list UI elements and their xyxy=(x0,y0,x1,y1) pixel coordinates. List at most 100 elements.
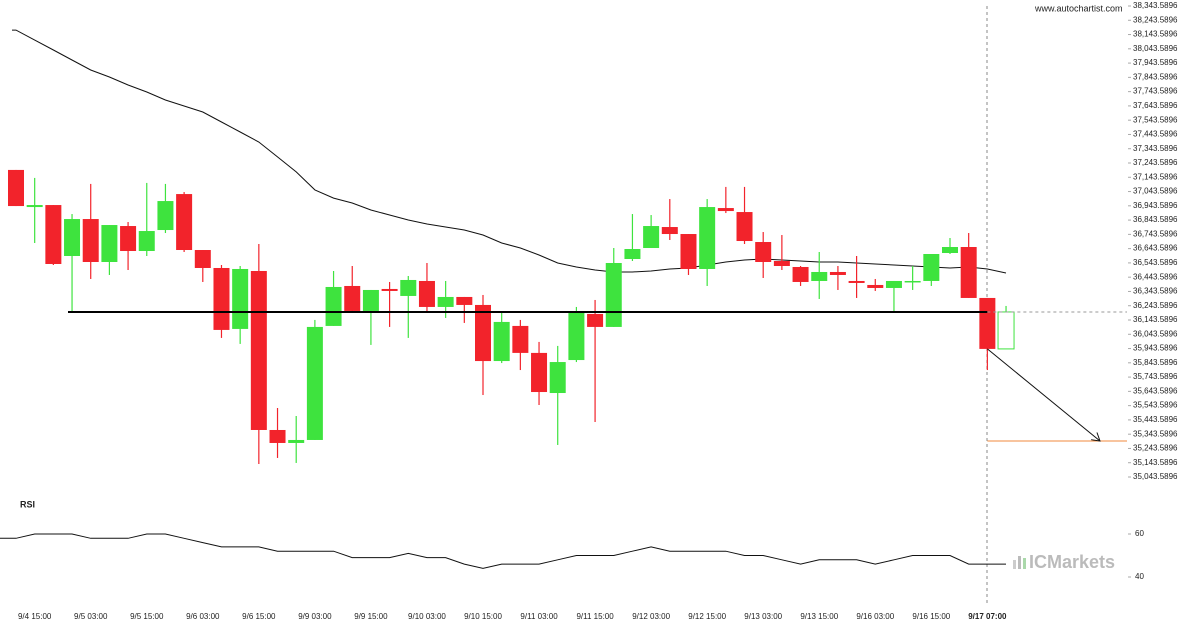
candle-body xyxy=(213,267,230,330)
candle-body xyxy=(568,312,585,361)
candle-body xyxy=(120,226,137,252)
y-tick-label: 36,043.5896 xyxy=(1133,329,1178,338)
candle-body xyxy=(232,268,249,329)
y-tick-label: 36,443.5896 xyxy=(1133,272,1178,281)
x-tick-label: 9/16 15:00 xyxy=(912,612,950,621)
x-tick-label: 9/11 03:00 xyxy=(520,612,558,621)
y-tick-label: 38,343.5896 xyxy=(1133,1,1178,10)
candle-body xyxy=(475,304,491,362)
rsi-tick-label: 40 xyxy=(1135,572,1144,581)
candle-body xyxy=(64,219,81,256)
candle-body xyxy=(942,247,958,254)
candle-body xyxy=(400,279,417,296)
candle-body xyxy=(138,231,155,252)
y-tick-label: 37,943.5896 xyxy=(1133,58,1178,67)
candle-body xyxy=(493,321,510,362)
logo-bar xyxy=(1013,560,1016,569)
candle-body xyxy=(344,285,361,311)
y-tick-label: 36,643.5896 xyxy=(1133,244,1178,253)
y-tick-label: 35,343.5896 xyxy=(1133,429,1178,438)
forecast-arrow xyxy=(987,348,1101,442)
brand-logo: ICMarkets xyxy=(1013,552,1115,572)
candle-body xyxy=(82,219,99,262)
candle-body xyxy=(755,242,772,262)
candle-body xyxy=(456,296,473,305)
candle-body xyxy=(717,208,734,212)
x-tick-label: 9/5 15:00 xyxy=(130,612,164,621)
x-tick-label: 9/12 15:00 xyxy=(688,612,726,621)
candle-body xyxy=(194,250,211,268)
x-tick-label: 9/10 15:00 xyxy=(464,612,502,621)
y-tick-label: 36,943.5896 xyxy=(1133,201,1178,210)
rsi-line xyxy=(0,533,1006,569)
x-tick-label: 9/6 03:00 xyxy=(186,612,220,621)
y-tick-label: 37,343.5896 xyxy=(1133,144,1178,153)
y-tick-label: 35,443.5896 xyxy=(1133,415,1178,424)
x-tick-label: 9/10 03:00 xyxy=(408,612,446,621)
candle-body xyxy=(997,311,1015,350)
candle-body xyxy=(101,225,118,262)
candle-body xyxy=(979,297,996,349)
candle-body xyxy=(829,271,846,275)
candle-body xyxy=(848,280,865,283)
candle-body xyxy=(288,439,305,443)
moving-average xyxy=(12,29,1007,274)
candle-body xyxy=(437,296,454,307)
x-tick-label: 9/5 03:00 xyxy=(74,612,108,621)
logo-bar xyxy=(1023,558,1026,569)
y-tick-label: 35,643.5896 xyxy=(1133,386,1178,395)
y-tick-label: 35,843.5896 xyxy=(1133,358,1178,367)
candle-body xyxy=(512,325,529,353)
rsi-title: RSI xyxy=(20,499,35,509)
candle-body xyxy=(157,201,174,231)
candle-body xyxy=(904,280,921,283)
y-tick-label: 38,243.5896 xyxy=(1133,15,1178,24)
candle-body xyxy=(867,284,884,288)
candle-body xyxy=(960,247,977,298)
x-tick-label: 9/9 15:00 xyxy=(354,612,388,621)
y-tick-label: 36,743.5896 xyxy=(1133,229,1178,238)
y-tick-label: 35,943.5896 xyxy=(1133,344,1178,353)
y-tick-label: 37,743.5896 xyxy=(1133,87,1178,96)
candle-body xyxy=(643,226,660,249)
x-tick-label: 9/9 03:00 xyxy=(298,612,332,621)
candle-body xyxy=(680,234,697,269)
y-tick-label: 36,143.5896 xyxy=(1133,315,1178,324)
source: www.autochartist.com xyxy=(1034,3,1123,13)
x-tick-label: 9/16 03:00 xyxy=(856,612,894,621)
candle-body xyxy=(736,212,753,242)
y-tick-label: 37,043.5896 xyxy=(1133,187,1178,196)
candle-body xyxy=(549,362,566,394)
logo-bar xyxy=(1018,556,1021,569)
candle-body xyxy=(923,254,940,281)
candle-body xyxy=(885,280,902,288)
x-tick-label: 9/4 15:00 xyxy=(18,612,52,621)
y-tick-label: 35,043.5896 xyxy=(1133,472,1178,481)
y-tick-label: 35,543.5896 xyxy=(1133,401,1178,410)
candle-body xyxy=(811,271,828,281)
candle-body xyxy=(605,262,622,327)
y-tick-label: 37,543.5896 xyxy=(1133,115,1178,124)
candle-body xyxy=(792,266,809,282)
y-tick-label: 37,143.5896 xyxy=(1133,172,1178,181)
x-tick-label: 9/11 15:00 xyxy=(576,612,614,621)
y-tick-label: 36,843.5896 xyxy=(1133,215,1178,224)
x-tick-label: 9/6 15:00 xyxy=(242,612,276,621)
y-tick-label: 37,643.5896 xyxy=(1133,101,1178,110)
rsi-tick-label: 60 xyxy=(1135,529,1144,538)
candle-body xyxy=(587,313,604,327)
y-tick-label: 35,143.5896 xyxy=(1133,458,1178,467)
y-tick-label: 37,243.5896 xyxy=(1133,158,1178,167)
y-tick-label: 37,443.5896 xyxy=(1133,130,1178,139)
y-tick-label: 38,143.5896 xyxy=(1133,30,1178,39)
brand: ICMarkets xyxy=(1029,552,1115,572)
candle-body xyxy=(176,194,193,251)
candle-body xyxy=(362,289,379,311)
candle-body xyxy=(250,270,267,430)
candle-body xyxy=(8,169,24,207)
x-tick-label: 9/17 07:00 xyxy=(968,612,1007,621)
candle-body xyxy=(531,352,548,393)
y-tick-label: 38,043.5896 xyxy=(1133,44,1178,53)
y-tick-label: 36,543.5896 xyxy=(1133,258,1178,267)
